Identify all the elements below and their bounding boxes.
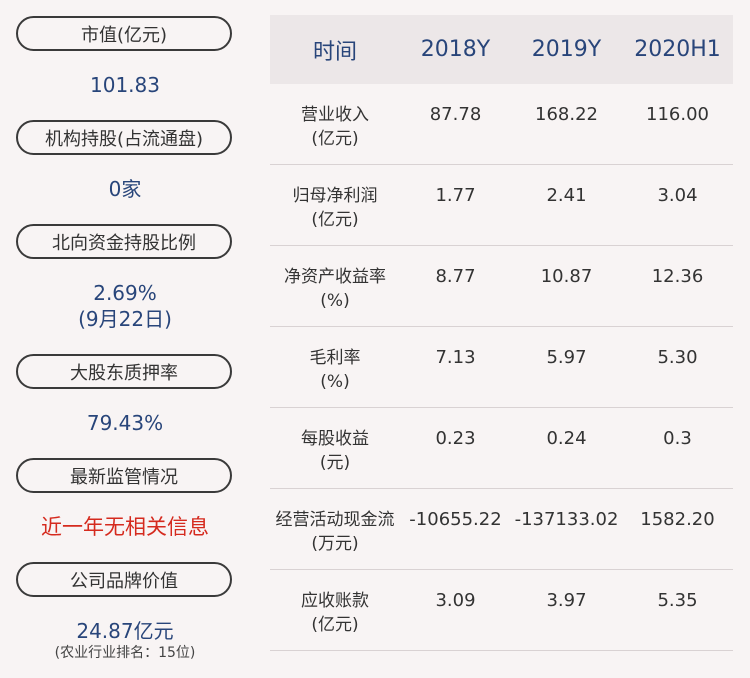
- northbound-pill: 北向资金持股比例: [16, 224, 232, 259]
- row-name: 归母净利润: [292, 186, 378, 206]
- header-2018: 2018Y: [420, 37, 491, 62]
- brand-value-label: 公司品牌价值: [70, 570, 178, 592]
- institution-holding-label: 机构持股(占流通盘): [44, 128, 204, 150]
- cell-2020h1: 1582.20: [640, 509, 715, 530]
- brand-rank-note: (农业行业排名：15位): [54, 645, 196, 661]
- cell-2019: 2.41: [546, 185, 587, 206]
- row-name: 每股收益: [301, 429, 369, 449]
- market-cap-pill: 市值(亿元): [16, 16, 232, 51]
- regulation-pill: 最新监管情况: [16, 458, 232, 493]
- cell-2018: 8.77: [435, 266, 476, 287]
- cell-2020h1: 5.35: [657, 590, 698, 611]
- row-name: 经营活动现金流: [275, 510, 395, 530]
- cell-2020h1: 5.30: [657, 347, 698, 368]
- cell-2019: 5.97: [546, 347, 587, 368]
- cell-2018: 3.09: [435, 590, 476, 611]
- header-2020h1: 2020H1: [634, 37, 721, 62]
- row-unit: (亿元): [311, 129, 359, 149]
- table-header: 时间 2018Y 2019Y 2020H1: [270, 15, 733, 84]
- row-unit: (%): [320, 372, 350, 392]
- left-panel: 市值(亿元) 101.83 机构持股(占流通盘) 0家 北向资金持股比例 2.6…: [0, 0, 250, 678]
- cell-2018: 1.77: [435, 185, 476, 206]
- cell-2020h1: 0.3: [663, 428, 692, 449]
- pledge-rate-pill: 大股东质押率: [16, 354, 232, 389]
- cell-2018: 87.78: [429, 104, 482, 125]
- cell-2019: -137133.02: [514, 509, 619, 530]
- cell-2019: 168.22: [535, 104, 598, 125]
- institution-holding-value: 0家: [108, 177, 142, 201]
- northbound-value: 2.69%: [93, 281, 157, 305]
- financial-table: 时间 2018Y 2019Y 2020H1 营业收入 (亿元) 87.78 168…: [270, 15, 733, 651]
- header-time: 时间: [312, 39, 357, 65]
- cell-2018: 7.13: [435, 347, 476, 368]
- market-cap-value: 101.83: [90, 73, 160, 97]
- row-unit: (万元): [311, 534, 359, 554]
- market-cap-label: 市值(亿元): [80, 24, 168, 46]
- row-label: 归母净利润 (亿元): [270, 165, 400, 245]
- row-unit: (亿元): [311, 615, 359, 635]
- table-row: 经营活动现金流 (万元) -10655.22 -137133.02 1582.20: [270, 489, 733, 570]
- brand-value-pill: 公司品牌价值: [16, 562, 232, 597]
- cell-2018: -10655.22: [409, 509, 502, 530]
- row-label: 每股收益 (元): [270, 408, 400, 488]
- cell-2020h1: 3.04: [657, 185, 698, 206]
- pledge-rate-value: 79.43%: [86, 411, 164, 435]
- row-label: 经营活动现金流 (万元): [270, 489, 400, 569]
- row-name: 应收账款: [301, 591, 369, 611]
- table-row: 归母净利润 (亿元) 1.77 2.41 3.04: [270, 165, 733, 246]
- brand-value-value: 24.87亿元: [76, 619, 174, 643]
- institution-holding-pill: 机构持股(占流通盘): [16, 120, 232, 155]
- cell-2018: 0.23: [435, 428, 476, 449]
- cell-2019: 10.87: [540, 266, 593, 287]
- regulation-label: 最新监管情况: [70, 466, 178, 488]
- row-unit: (%): [320, 291, 350, 311]
- table-row: 净资产收益率 (%) 8.77 10.87 12.36: [270, 246, 733, 327]
- table-row: 营业收入 (亿元) 87.78 168.22 116.00: [270, 84, 733, 165]
- cell-2020h1: 12.36: [651, 266, 704, 287]
- cell-2019: 3.97: [546, 590, 587, 611]
- cell-2020h1: 116.00: [646, 104, 709, 125]
- row-name: 毛利率: [309, 348, 361, 368]
- row-unit: (元): [319, 453, 351, 473]
- row-label: 营业收入 (亿元): [270, 84, 400, 164]
- regulation-value: 近一年无相关信息: [41, 515, 209, 539]
- pledge-rate-label: 大股东质押率: [70, 362, 178, 384]
- northbound-date: (9月22日): [78, 307, 172, 331]
- table-row: 应收账款 (亿元) 3.09 3.97 5.35: [270, 570, 733, 651]
- table-row: 每股收益 (元) 0.23 0.24 0.3: [270, 408, 733, 489]
- row-label: 毛利率 (%): [270, 327, 400, 407]
- row-name: 营业收入: [301, 105, 369, 125]
- header-2019: 2019Y: [531, 37, 602, 62]
- row-name: 净资产收益率: [284, 267, 386, 287]
- row-unit: (亿元): [311, 210, 359, 230]
- northbound-label: 北向资金持股比例: [52, 232, 196, 254]
- row-label: 净资产收益率 (%): [270, 246, 400, 326]
- cell-2019: 0.24: [546, 428, 587, 449]
- table-row: 毛利率 (%) 7.13 5.97 5.30: [270, 327, 733, 408]
- row-label: 应收账款 (亿元): [270, 570, 400, 650]
